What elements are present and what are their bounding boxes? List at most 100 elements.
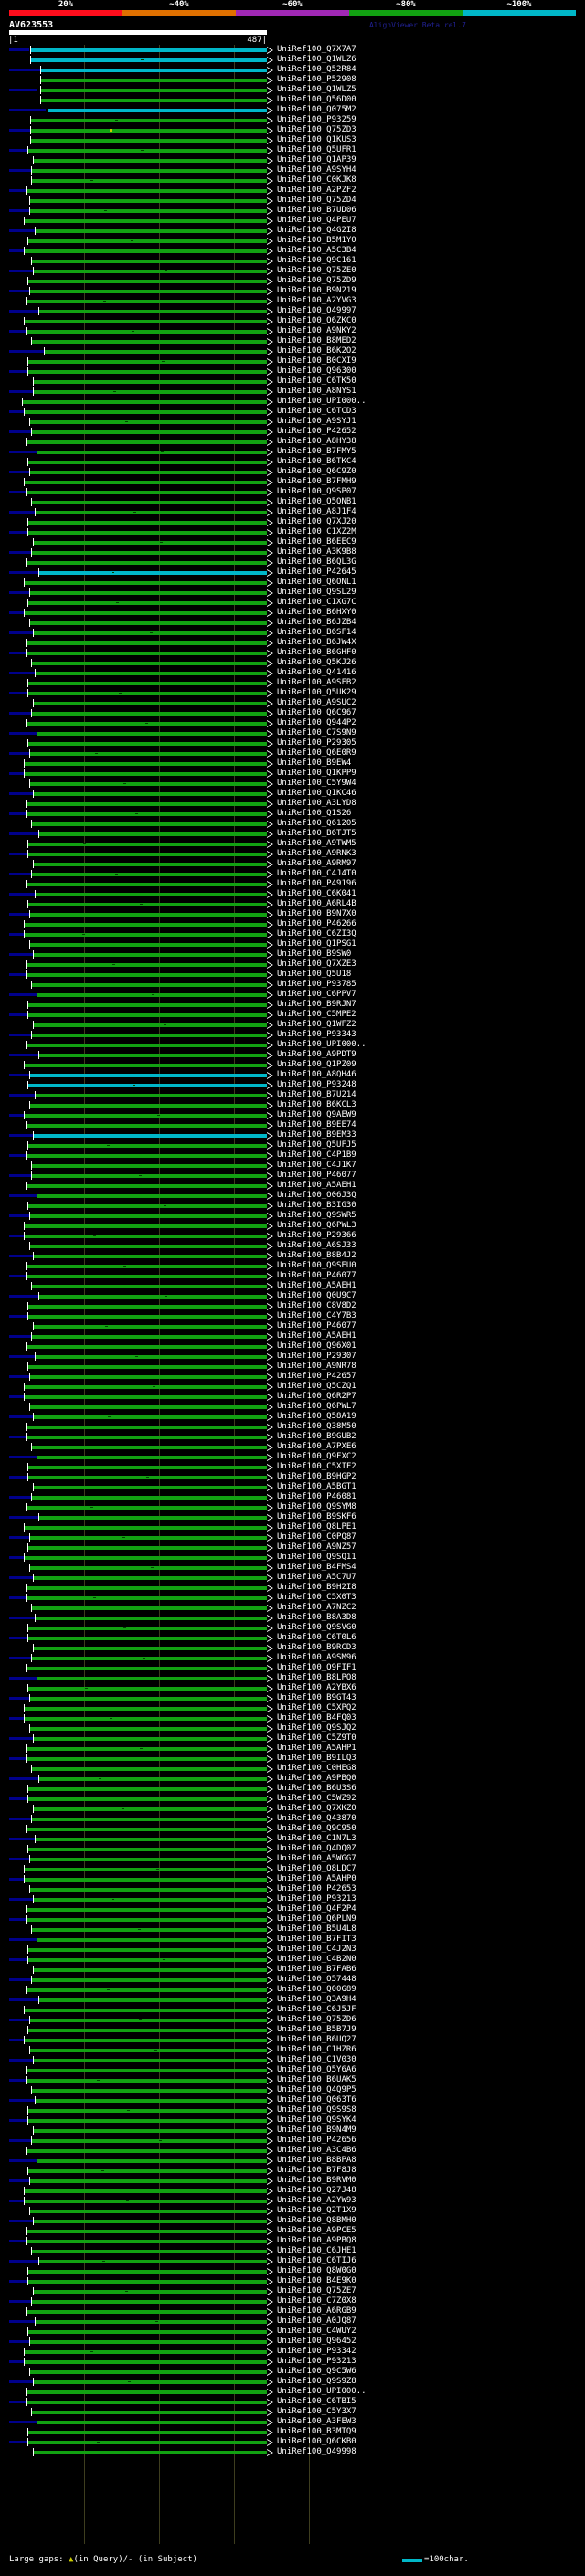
hit-accession-label[interactable]: UniRef100_A5BGT1 — [277, 1482, 356, 1491]
hit-row[interactable]: UniRef100_C1HZR6 — [0, 2045, 585, 2055]
hit-accession-label[interactable]: UniRef100_Q43870 — [277, 1814, 356, 1823]
hit-accession-label[interactable]: UniRef100_B9SKF6 — [277, 1512, 356, 1521]
hsp-bar[interactable] — [37, 451, 267, 454]
hit-accession-label[interactable]: UniRef100_Q9SEU0 — [277, 1261, 356, 1270]
hsp-bar[interactable] — [25, 2189, 267, 2193]
hit-accession-label[interactable]: UniRef100_Q7XKZ0 — [277, 1804, 356, 1813]
hsp-bar[interactable] — [25, 772, 267, 776]
hit-accession-label[interactable]: UniRef100_Q6ZKC0 — [277, 316, 356, 325]
hit-accession-label[interactable]: UniRef100_A9PBQ0 — [277, 1774, 356, 1783]
hsp-bar[interactable] — [31, 129, 267, 133]
hit-row[interactable]: UniRef100_C1V030 — [0, 2055, 585, 2065]
hit-row[interactable]: UniRef100_C7Z0X8 — [0, 2296, 585, 2306]
hit-accession-label[interactable]: UniRef100_P93213 — [277, 2357, 356, 2366]
hsp-bar[interactable] — [27, 1757, 267, 1761]
hsp-bar[interactable] — [34, 2059, 267, 2062]
hit-row[interactable]: UniRef100_B6JZB4 — [0, 618, 585, 628]
hsp-bar[interactable] — [28, 2119, 267, 2123]
hit-row[interactable]: UniRef100_Q4PEU7 — [0, 216, 585, 226]
hit-accession-label[interactable]: UniRef100_P46077 — [277, 1271, 356, 1280]
hit-row[interactable]: UniRef100_P93248 — [0, 1080, 585, 1090]
hit-accession-label[interactable]: UniRef100_A9NKY2 — [277, 326, 356, 335]
hit-row[interactable]: UniRef100_A2YBX6 — [0, 1683, 585, 1693]
hit-row[interactable]: UniRef100_A9NKY2 — [0, 326, 585, 336]
hit-accession-label[interactable]: UniRef100_Q1WLZ5 — [277, 85, 356, 94]
hit-row[interactable]: UniRef100_C5Z9T0 — [0, 1733, 585, 1744]
hit-accession-label[interactable]: UniRef100_A9PBQ8 — [277, 2236, 356, 2245]
hit-accession-label[interactable]: UniRef100_Q4F2P4 — [277, 1904, 356, 1913]
hsp-bar[interactable] — [36, 1617, 267, 1620]
hit-row[interactable]: UniRef100_A9PCE5 — [0, 2226, 585, 2236]
hit-accession-label[interactable]: UniRef100_A3C4B6 — [277, 2146, 356, 2155]
hit-row[interactable]: UniRef100_A3K9B8 — [0, 547, 585, 557]
hit-row[interactable]: UniRef100_Q41416 — [0, 668, 585, 678]
hit-row[interactable]: UniRef100_A9RM97 — [0, 859, 585, 869]
hit-accession-label[interactable]: UniRef100_C5WZ92 — [277, 1794, 356, 1803]
hit-row[interactable]: UniRef100_C4P1B9 — [0, 1150, 585, 1161]
hsp-bar[interactable] — [34, 2451, 267, 2454]
hsp-bar[interactable] — [28, 1204, 267, 1208]
hit-accession-label[interactable]: UniRef100_B7F8J8 — [277, 2166, 356, 2175]
hit-row[interactable]: UniRef100_B6SF14 — [0, 628, 585, 638]
hit-row[interactable]: UniRef100_Q4Q9P5 — [0, 2085, 585, 2095]
hit-accession-label[interactable]: UniRef100_C6TBI5 — [277, 2397, 356, 2406]
hsp-bar[interactable] — [28, 531, 267, 535]
hsp-bar[interactable] — [28, 239, 267, 243]
hsp-bar[interactable] — [34, 953, 267, 957]
hit-accession-label[interactable]: UniRef100_B6QL3G — [277, 557, 356, 567]
hsp-bar[interactable] — [30, 2210, 267, 2213]
hsp-bar[interactable] — [37, 993, 267, 997]
hit-row[interactable]: UniRef100_B8BPA8 — [0, 2156, 585, 2166]
hsp-bar[interactable] — [28, 1948, 267, 1952]
hsp-bar[interactable] — [34, 1255, 267, 1258]
hit-accession-label[interactable]: UniRef100_B9N7X0 — [277, 909, 356, 918]
hsp-bar[interactable] — [36, 1355, 267, 1359]
hit-row[interactable]: UniRef100_A9RNK3 — [0, 849, 585, 859]
hsp-bar[interactable] — [27, 440, 267, 444]
hsp-bar[interactable] — [36, 511, 267, 514]
hsp-bar[interactable] — [30, 1405, 267, 1409]
hit-accession-label[interactable]: UniRef100_Q6C9Z0 — [277, 467, 356, 476]
hit-accession-label[interactable]: UniRef100_B4FQ03 — [277, 1713, 356, 1723]
hit-accession-label[interactable]: UniRef100_Q8W0G0 — [277, 2266, 356, 2275]
hit-row[interactable]: UniRef100_B6K2O2 — [0, 346, 585, 356]
hit-accession-label[interactable]: UniRef100_Q6PWL3 — [277, 1221, 356, 1230]
hit-accession-label[interactable]: UniRef100_Q9S9Z8 — [277, 2377, 356, 2386]
hsp-bar[interactable] — [34, 2129, 267, 2133]
hit-row[interactable]: UniRef100_Q43870 — [0, 1814, 585, 1824]
hsp-bar[interactable] — [32, 340, 267, 344]
hit-row[interactable]: UniRef100_Q5KJ26 — [0, 658, 585, 668]
hit-accession-label[interactable]: UniRef100_C5Z9T0 — [277, 1733, 356, 1743]
hit-row[interactable]: UniRef100_C5XPQ2 — [0, 1703, 585, 1713]
hit-accession-label[interactable]: UniRef100_A3K9B8 — [277, 547, 356, 557]
hsp-bar[interactable] — [27, 1506, 267, 1510]
hit-row[interactable]: UniRef100_P42645 — [0, 567, 585, 578]
hsp-bar[interactable] — [32, 1335, 267, 1339]
hit-accession-label[interactable]: UniRef100_UPI000.. — [277, 397, 367, 406]
hit-accession-label[interactable]: UniRef100_Q75ZD3 — [277, 125, 356, 134]
hit-accession-label[interactable]: UniRef100_B6SF14 — [277, 628, 356, 637]
hit-accession-label[interactable]: UniRef100_C6J5JF — [277, 2005, 356, 2014]
hsp-bar[interactable] — [32, 1164, 267, 1168]
hit-row[interactable]: UniRef100_Q7XZE3 — [0, 959, 585, 970]
hsp-bar[interactable] — [28, 2169, 267, 2173]
hsp-bar[interactable] — [25, 1224, 267, 1228]
hit-row[interactable]: UniRef100_B6UQ27 — [0, 2035, 585, 2045]
hit-accession-label[interactable]: UniRef100_B7FIT3 — [277, 1935, 356, 1944]
hsp-bar[interactable] — [27, 1265, 267, 1268]
hit-row[interactable]: UniRef100_Q8LPE1 — [0, 1522, 585, 1532]
hit-accession-label[interactable]: UniRef100_P46077 — [277, 1171, 356, 1180]
hit-row[interactable]: UniRef100_Q5QNB1 — [0, 497, 585, 507]
hsp-bar[interactable] — [28, 1305, 267, 1309]
hsp-bar[interactable] — [28, 149, 267, 153]
hit-accession-label[interactable]: UniRef100_Q58A19 — [277, 1412, 356, 1421]
hsp-bar[interactable] — [27, 2240, 267, 2243]
hit-accession-label[interactable]: UniRef100_Q00G89 — [277, 1985, 356, 1994]
hit-accession-label[interactable]: UniRef100_A5WGG7 — [277, 1854, 356, 1863]
hit-accession-label[interactable]: UniRef100_P93248 — [277, 1080, 356, 1089]
hit-accession-label[interactable]: UniRef100_B9RCD3 — [277, 1643, 356, 1652]
hit-row[interactable]: UniRef100_C6TCD3 — [0, 407, 585, 417]
hit-accession-label[interactable]: UniRef100_A6SJ33 — [277, 1241, 356, 1250]
hit-accession-label[interactable]: UniRef100_B9N4M9 — [277, 2125, 356, 2135]
hit-accession-label[interactable]: UniRef100_Q9SQ11 — [277, 1553, 356, 1562]
